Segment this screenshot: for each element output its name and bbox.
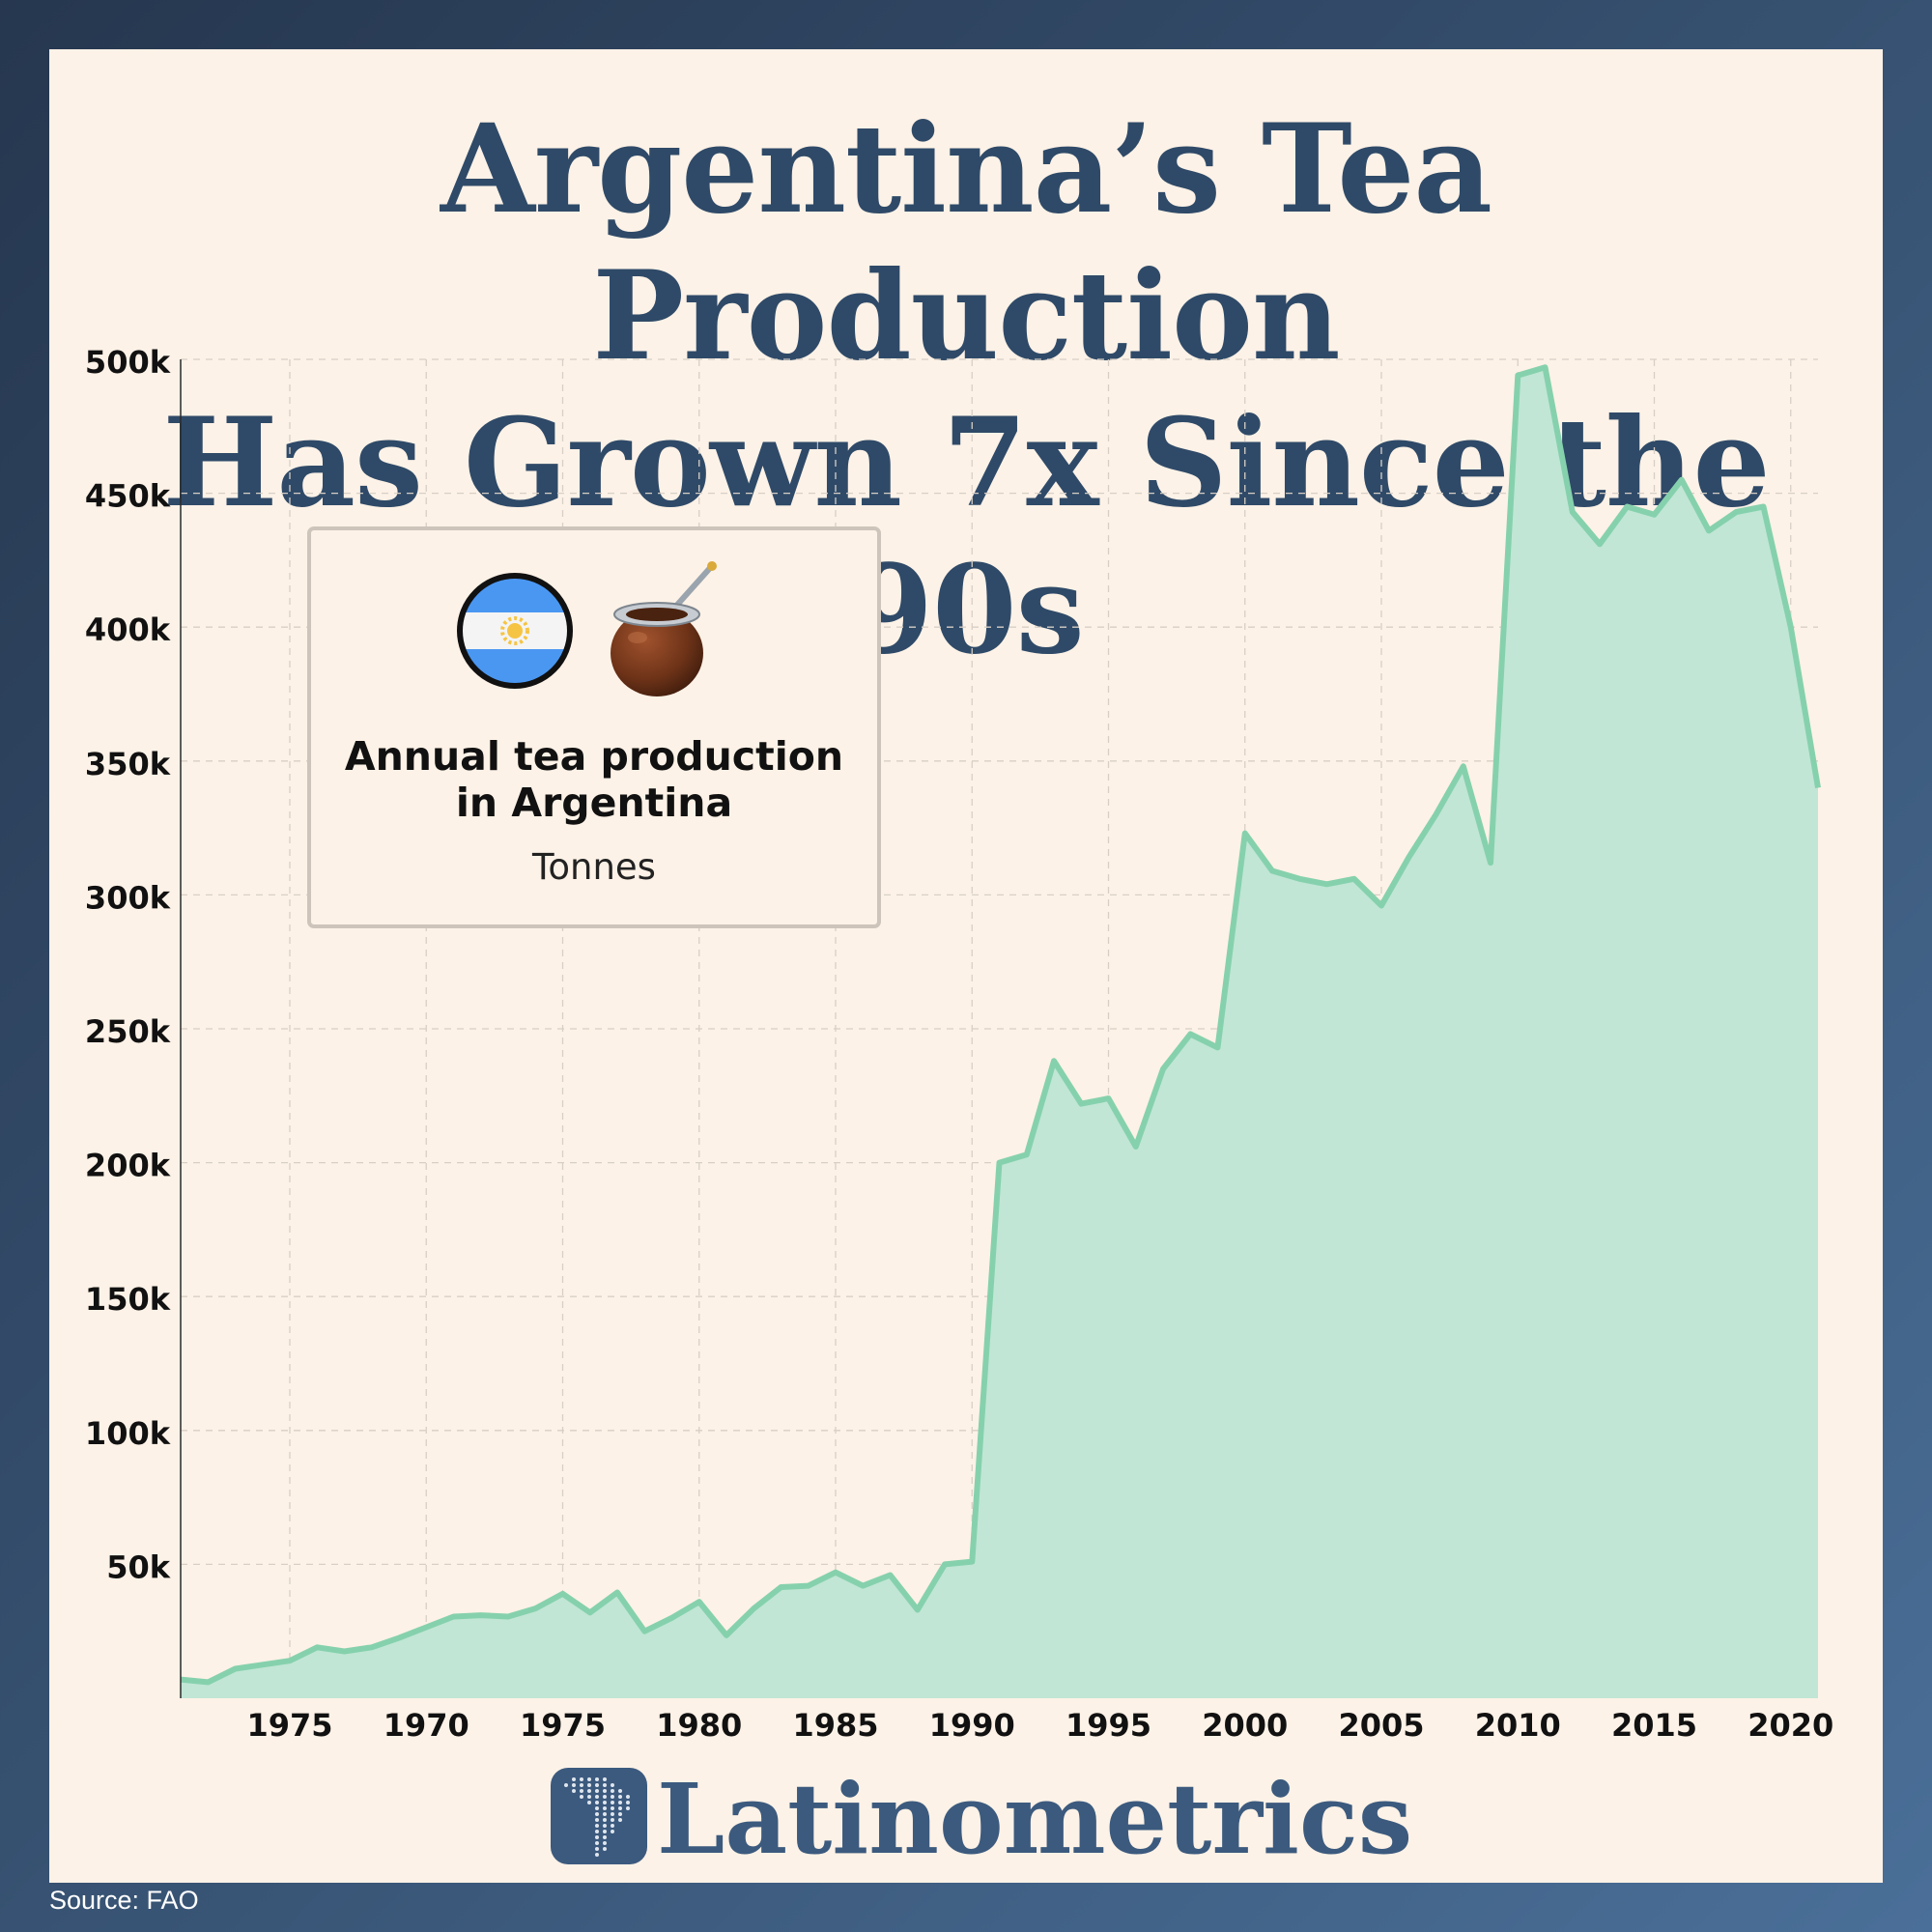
y-tick-label: 300k [85, 879, 171, 916]
map-dot [626, 1801, 630, 1804]
area-fill [181, 367, 1818, 1698]
legend-unit: Tonnes [531, 846, 656, 888]
y-tick-label: 500k [85, 344, 171, 381]
map-dot [603, 1777, 607, 1781]
map-dot [611, 1824, 614, 1828]
page-title: Argentina’s Tea Production Has Grown 7x … [49, 96, 1883, 683]
map-dot [611, 1812, 614, 1816]
map-dot [603, 1818, 607, 1822]
map-dot [572, 1789, 576, 1793]
map-dot [587, 1777, 591, 1781]
map-dot [618, 1818, 622, 1822]
map-dot [587, 1801, 591, 1804]
map-dot [603, 1841, 607, 1845]
map-dot [603, 1801, 607, 1804]
map-dot [603, 1824, 607, 1828]
series-line [180, 364, 1821, 1686]
map-dot [611, 1783, 614, 1787]
map-dot [595, 1783, 599, 1787]
map-dot [595, 1824, 599, 1828]
map-dot [603, 1795, 607, 1799]
map-dot [595, 1818, 599, 1822]
x-tick-label: 2010 [1475, 1707, 1561, 1744]
map-dot [595, 1795, 599, 1799]
legend-title-line-1: Annual tea production [345, 733, 843, 780]
map-dot [595, 1806, 599, 1810]
map-dot [626, 1806, 630, 1810]
x-axis-ticks: 1975 1970 1975 1980 1985 1990 1995 2000 2005 2010… [246, 1707, 1833, 1744]
map-dot [603, 1789, 607, 1793]
map-dot [611, 1789, 614, 1793]
map-dot [580, 1795, 583, 1799]
map-dot [603, 1806, 607, 1810]
legend-box: Annual tea production in Argentina Tonne… [307, 526, 881, 928]
x-tick-label: 1980 [656, 1707, 742, 1744]
x-tick-label: 1990 [929, 1707, 1015, 1744]
map-dot [611, 1818, 614, 1822]
map-dot [595, 1853, 599, 1857]
title-line-1: Argentina’s Tea Production [440, 98, 1492, 387]
map-dot [603, 1835, 607, 1839]
map-dot [611, 1806, 614, 1810]
y-tick-label: 100k [85, 1415, 171, 1452]
x-tick-label: 2000 [1202, 1707, 1288, 1744]
map-dot [580, 1777, 583, 1781]
map-dot [618, 1789, 622, 1793]
map-dot [611, 1830, 614, 1833]
map-dot [595, 1841, 599, 1845]
map-dot [564, 1783, 568, 1787]
map-dot [595, 1801, 599, 1804]
map-dot [595, 1835, 599, 1839]
title-line-2: Has Grown 7x Since the 90s [162, 391, 1770, 681]
map-dot [595, 1847, 599, 1851]
map-dot [595, 1789, 599, 1793]
map-dot [603, 1847, 607, 1851]
map-dot [618, 1812, 622, 1816]
legend-frame [307, 526, 881, 928]
map-dot [572, 1777, 576, 1781]
y-tick-label: 400k [85, 611, 171, 648]
x-tick-label: 2005 [1338, 1707, 1424, 1744]
map-dot [611, 1801, 614, 1804]
x-tick-label: 1985 [792, 1707, 878, 1744]
map-dot [618, 1795, 622, 1799]
x-tick-label: 1995 [1065, 1707, 1151, 1744]
mate-gourd-icon [611, 561, 717, 696]
map-dot [580, 1783, 583, 1787]
map-dot [603, 1812, 607, 1816]
y-tick-label: 450k [85, 478, 171, 515]
y-axis-ticks: 50k 100k 150k 200k 250k 300k 350k 400k 450k 500k [85, 344, 171, 1585]
map-dot [618, 1806, 622, 1810]
x-tick-label: 2020 [1747, 1707, 1833, 1744]
y-tick-label: 250k [85, 1013, 171, 1050]
map-dot [587, 1783, 591, 1787]
map-dot [587, 1795, 591, 1799]
map-dot [580, 1789, 583, 1793]
x-tick-label: 1975 [246, 1707, 332, 1744]
y-tick-label: 50k [106, 1548, 171, 1585]
map-dot [572, 1783, 576, 1787]
y-tick-label: 200k [85, 1148, 171, 1184]
x-tick-label: 2015 [1611, 1707, 1697, 1744]
map-dot [611, 1795, 614, 1799]
x-tick-label: 1970 [384, 1707, 469, 1744]
x-tick-label: 1975 [520, 1707, 606, 1744]
map-dot [587, 1789, 591, 1793]
map-dot [603, 1783, 607, 1787]
legend-title-line-2: in Argentina [456, 780, 732, 826]
map-dot [626, 1795, 630, 1799]
source-note: Source: FAO [49, 1886, 199, 1915]
map-dot [603, 1830, 607, 1833]
map-dot [618, 1801, 622, 1804]
latin-america-map-icon [564, 1777, 630, 1857]
map-dot [595, 1812, 599, 1816]
brand-logo-icon [551, 1768, 647, 1864]
brand-name: Latinometrics [657, 1762, 1412, 1876]
brand-logo: Latinometrics [551, 1762, 1412, 1876]
map-dot [595, 1830, 599, 1833]
y-tick-label: 350k [85, 746, 171, 782]
map-dot [595, 1777, 599, 1781]
y-tick-label: 150k [85, 1281, 171, 1318]
